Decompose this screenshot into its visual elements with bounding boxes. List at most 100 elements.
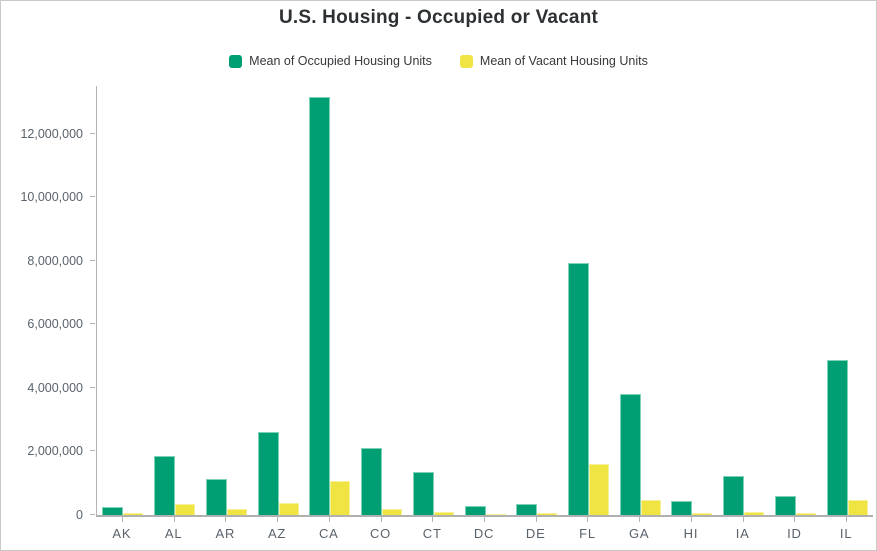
y-axis: 0 2,000,000 4,000,000 6,000,000 8,000,000 10,… bbox=[1, 86, 96, 522]
y-axis-label: 12,000,000 bbox=[20, 126, 83, 141]
x-axis-label-ca: CA bbox=[318, 526, 339, 541]
y-axis-tick bbox=[90, 323, 95, 325]
bar-occupied-ca[interactable] bbox=[309, 97, 331, 515]
bar-group-co bbox=[356, 86, 408, 515]
bar-group-dc bbox=[459, 86, 511, 515]
vacant-swatch-icon bbox=[459, 54, 473, 68]
x-axis-tick bbox=[432, 517, 433, 522]
bar-occupied-id[interactable] bbox=[774, 496, 796, 515]
x-axis-label-ak: AK bbox=[112, 526, 132, 541]
x-labels: AK AL AR AZ CA CO CT DC DE FL GA HI IA ID IL bbox=[96, 526, 872, 541]
bar-occupied-de[interactable] bbox=[516, 504, 538, 515]
bar-vacant-co[interactable] bbox=[382, 509, 403, 515]
x-axis-tick bbox=[536, 517, 537, 522]
x-axis-label-ct: CT bbox=[422, 526, 442, 541]
bar-occupied-il[interactable] bbox=[826, 360, 848, 515]
x-axis-label-il: IL bbox=[839, 526, 853, 541]
plot-area bbox=[96, 86, 873, 517]
bar-vacant-fl[interactable] bbox=[588, 464, 609, 515]
bar-vacant-hi[interactable] bbox=[692, 513, 713, 515]
bar-vacant-dc[interactable] bbox=[485, 514, 506, 515]
occupied-swatch-icon bbox=[229, 54, 243, 68]
bar-groups bbox=[97, 86, 873, 515]
x-axis-tick bbox=[225, 517, 226, 522]
x-ticks bbox=[96, 517, 872, 522]
y-axis-tick bbox=[90, 196, 95, 198]
y-axis-label: 2,000,000 bbox=[27, 444, 83, 459]
bar-occupied-ia[interactable] bbox=[723, 476, 745, 515]
bar-occupied-ga[interactable] bbox=[619, 394, 641, 515]
x-axis-tick bbox=[329, 517, 330, 522]
bar-occupied-al[interactable] bbox=[154, 456, 176, 515]
y-axis-label: 4,000,000 bbox=[27, 380, 83, 395]
y-axis-tick bbox=[90, 514, 95, 515]
x-axis-label-fl: FL bbox=[579, 526, 596, 541]
bar-group-az bbox=[252, 86, 304, 515]
legend: Mean of Occupied Housing Units Mean of V… bbox=[1, 54, 876, 68]
x-axis-tick bbox=[743, 517, 744, 522]
bar-vacant-ca[interactable] bbox=[330, 481, 351, 515]
bar-occupied-az[interactable] bbox=[257, 432, 279, 515]
x-axis-tick bbox=[794, 517, 795, 522]
bar-vacant-ct[interactable] bbox=[433, 512, 454, 515]
bar-occupied-ar[interactable] bbox=[205, 479, 227, 515]
legend-label-occupied: Mean of Occupied Housing Units bbox=[249, 54, 432, 68]
y-axis-tick bbox=[90, 386, 95, 388]
y-axis-label: 10,000,000 bbox=[20, 190, 83, 205]
y-axis-label: 8,000,000 bbox=[27, 253, 83, 268]
x-axis-tick bbox=[587, 517, 588, 522]
bar-group-ia bbox=[718, 86, 770, 515]
y-axis-tick bbox=[90, 450, 95, 452]
x-axis-tick bbox=[122, 517, 123, 522]
bar-occupied-dc[interactable] bbox=[464, 506, 486, 515]
x-axis-tick bbox=[277, 517, 278, 522]
bar-group-il bbox=[821, 86, 873, 515]
bar-vacant-de[interactable] bbox=[537, 513, 558, 515]
x-axis-tick bbox=[691, 517, 692, 522]
bar-occupied-ak[interactable] bbox=[102, 507, 124, 515]
y-axis-label: 0 bbox=[76, 508, 83, 522]
bar-group-ga bbox=[614, 86, 666, 515]
bar-group-fl bbox=[563, 86, 615, 515]
bar-vacant-ar[interactable] bbox=[226, 509, 247, 515]
legend-item-vacant[interactable]: Mean of Vacant Housing Units bbox=[459, 54, 648, 68]
bar-occupied-fl[interactable] bbox=[567, 263, 589, 515]
x-axis-tick bbox=[639, 517, 640, 522]
x-axis: AK AL AR AZ CA CO CT DC DE FL GA HI IA ID IL bbox=[96, 517, 872, 550]
x-axis-label-al: AL bbox=[164, 526, 183, 541]
bar-vacant-ak[interactable] bbox=[123, 513, 144, 515]
bar-group-id bbox=[770, 86, 822, 515]
x-axis-tick bbox=[846, 517, 847, 522]
bar-occupied-ct[interactable] bbox=[412, 472, 434, 515]
y-axis-tick bbox=[90, 259, 95, 261]
chart-title: U.S. Housing - Occupied or Vacant bbox=[278, 7, 599, 28]
x-axis-label-ga: GA bbox=[629, 526, 650, 541]
x-axis-label-dc: DC bbox=[473, 526, 495, 541]
bar-vacant-az[interactable] bbox=[278, 503, 299, 515]
x-axis-tick bbox=[174, 517, 175, 522]
bar-vacant-ia[interactable] bbox=[744, 512, 765, 515]
x-axis-label-id: ID bbox=[787, 526, 802, 541]
bar-group-ar bbox=[200, 86, 252, 515]
x-axis-label-hi: HI bbox=[683, 526, 699, 541]
y-axis-label: 6,000,000 bbox=[27, 317, 83, 332]
bar-occupied-hi[interactable] bbox=[671, 501, 693, 515]
x-axis-label-az: AZ bbox=[267, 526, 287, 541]
bar-group-ak bbox=[97, 86, 149, 515]
bar-group-hi bbox=[666, 86, 718, 515]
x-axis-label-de: DE bbox=[525, 526, 546, 541]
bar-vacant-al[interactable] bbox=[175, 504, 196, 515]
x-axis-label-co: CO bbox=[369, 526, 392, 541]
bar-vacant-ga[interactable] bbox=[640, 500, 661, 515]
bar-group-de bbox=[511, 86, 563, 515]
bar-group-ct bbox=[407, 86, 459, 515]
bar-group-al bbox=[149, 86, 201, 515]
x-axis-tick bbox=[381, 517, 382, 522]
bar-group-ca bbox=[304, 86, 356, 515]
bar-vacant-id[interactable] bbox=[795, 513, 816, 515]
bar-occupied-co[interactable] bbox=[361, 448, 383, 515]
bar-vacant-il[interactable] bbox=[847, 500, 868, 515]
legend-label-vacant: Mean of Vacant Housing Units bbox=[479, 54, 648, 68]
legend-item-occupied[interactable]: Mean of Occupied Housing Units bbox=[229, 54, 432, 68]
